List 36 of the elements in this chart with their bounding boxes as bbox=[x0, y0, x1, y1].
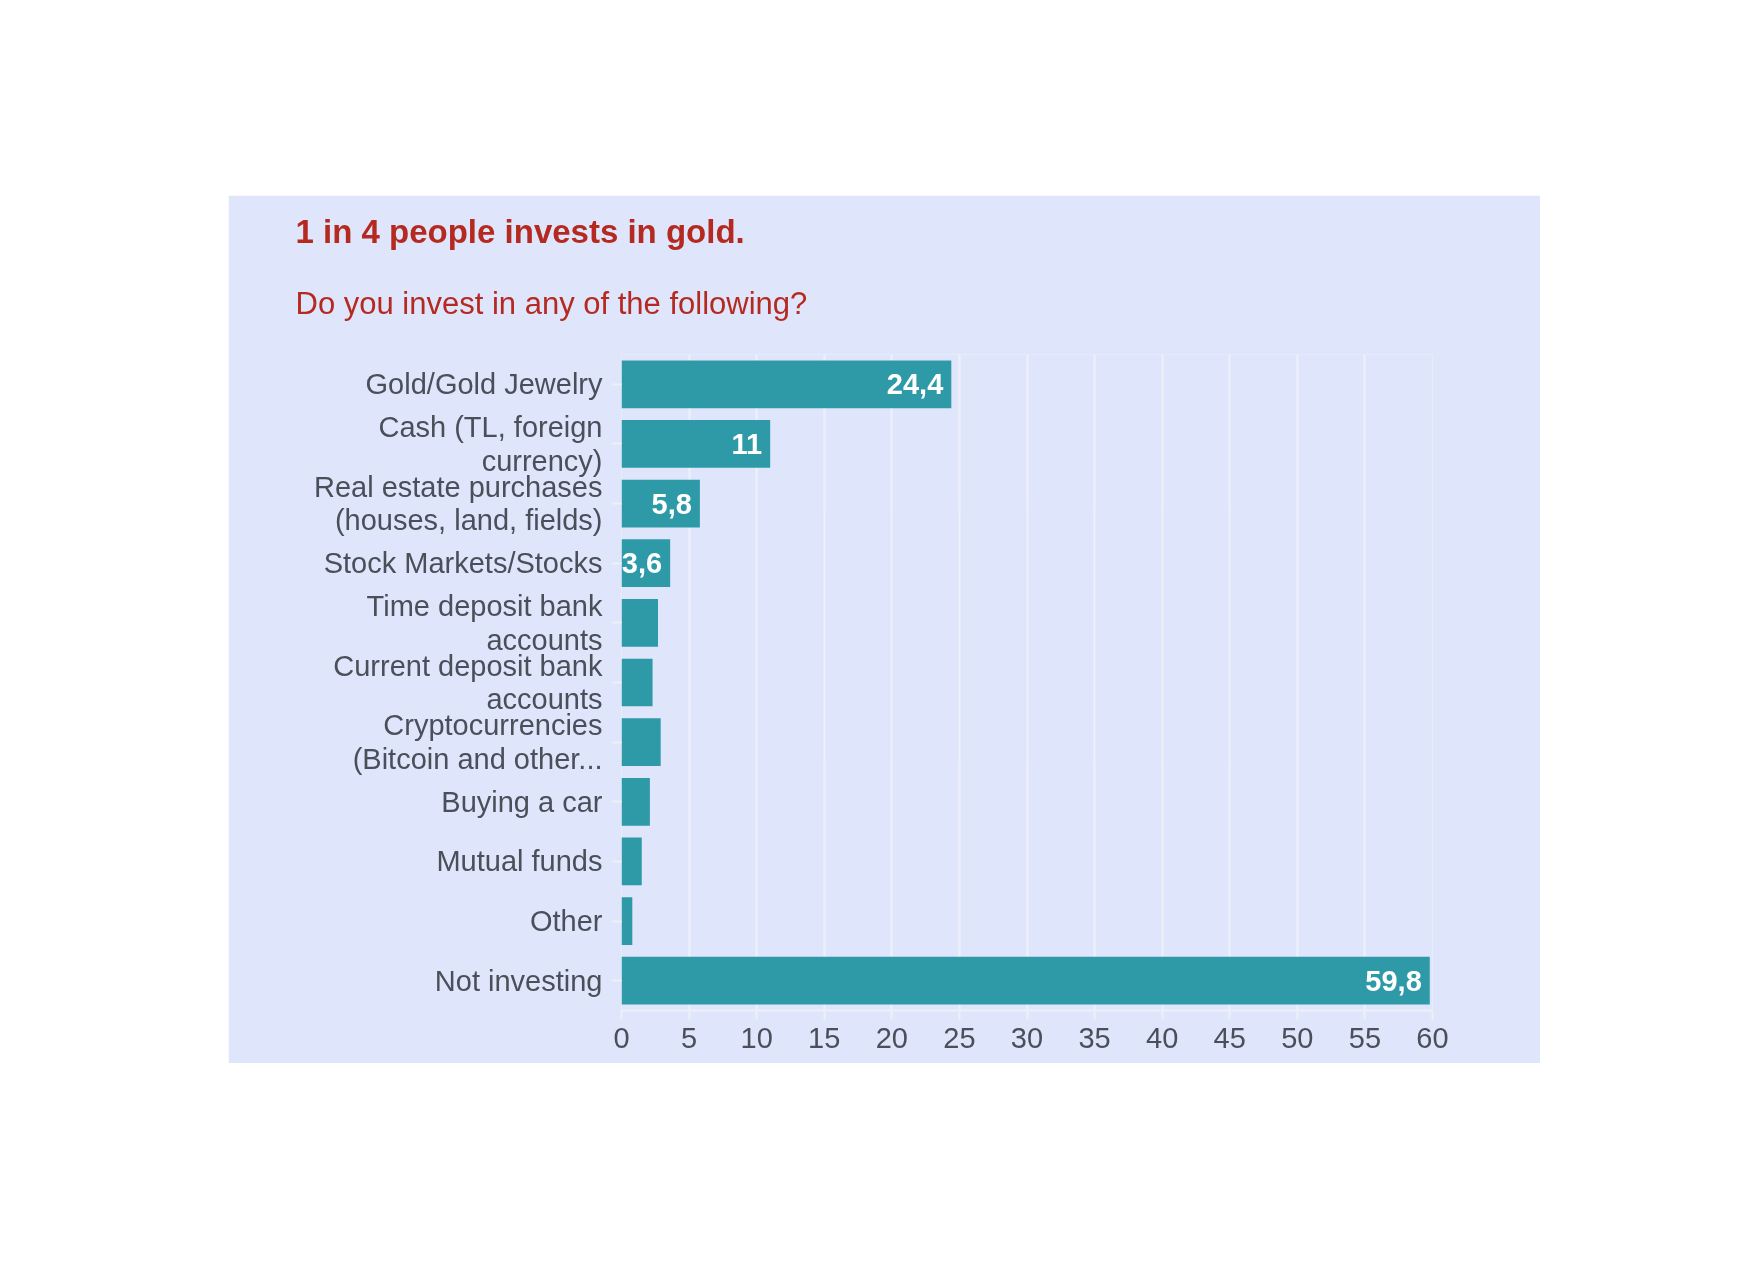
bar bbox=[621, 837, 642, 886]
bar bbox=[621, 897, 633, 945]
bar bbox=[621, 777, 650, 826]
bar bbox=[621, 360, 952, 409]
x-tick-label: 50 bbox=[1281, 1021, 1314, 1054]
y-tick-label: Gold/Gold Jewelry bbox=[365, 368, 603, 401]
x-tick-label: 55 bbox=[1348, 1021, 1382, 1054]
x-tick-label: 60 bbox=[1416, 1021, 1449, 1054]
y-tick-label: Other bbox=[529, 905, 603, 938]
x-tick-label: 5 bbox=[681, 1021, 698, 1054]
y-tick-label: Stock Markets/Stocks bbox=[323, 547, 603, 580]
data-label: 24,4 bbox=[886, 368, 944, 401]
x-tick-label: 25 bbox=[943, 1021, 976, 1054]
bar bbox=[621, 599, 658, 647]
bar bbox=[621, 956, 1430, 1005]
y-tick-label: Cryptocurrencies (Bitcoin and other... bbox=[352, 709, 603, 775]
data-label: 3,6 bbox=[621, 547, 663, 580]
x-tick-label: 40 bbox=[1146, 1021, 1179, 1054]
y-tick-label: Buying a car bbox=[441, 785, 603, 818]
x-tick-label: 15 bbox=[808, 1021, 841, 1054]
chart-title: 1 in 4 people invests in gold. bbox=[295, 212, 745, 250]
chart-subtitle: Do you invest in any of the following? bbox=[295, 285, 808, 321]
data-label: 59,8 bbox=[1365, 964, 1422, 997]
bar bbox=[621, 420, 771, 468]
x-tick-label: 35 bbox=[1078, 1021, 1111, 1054]
x-tick-label: 20 bbox=[875, 1021, 908, 1054]
x-tick-label: 0 bbox=[613, 1021, 630, 1054]
data-label: 11 bbox=[731, 427, 763, 460]
y-tick-label: Not investing bbox=[434, 964, 603, 997]
data-label: 5,8 bbox=[651, 487, 692, 520]
y-tick-label: Mutual funds bbox=[436, 845, 603, 878]
bar bbox=[621, 718, 661, 766]
x-tick-label: 30 bbox=[1010, 1021, 1044, 1054]
bar bbox=[621, 658, 653, 707]
x-tick-label: 45 bbox=[1213, 1021, 1246, 1054]
x-tick-label: 10 bbox=[740, 1021, 773, 1054]
